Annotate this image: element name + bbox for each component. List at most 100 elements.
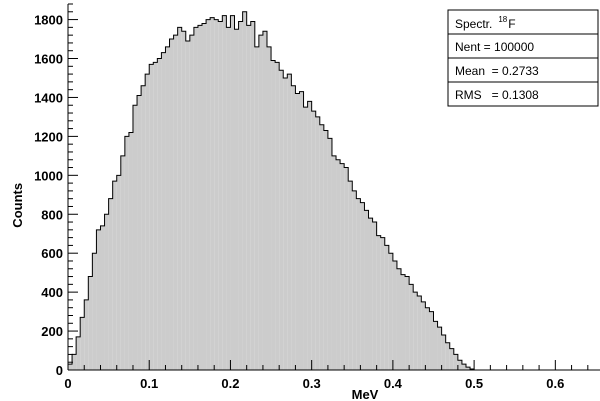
histogram-bin — [384, 245, 389, 370]
y-tick-label: 400 — [41, 285, 63, 300]
histogram-bin — [392, 260, 397, 370]
histogram-layer — [67, 11, 475, 371]
histogram-bin — [72, 354, 77, 370]
histogram-bin — [165, 46, 170, 371]
histogram-bin — [421, 301, 426, 370]
histogram-bin — [409, 284, 414, 370]
histogram-bin — [449, 348, 454, 370]
histogram-bin — [157, 58, 162, 370]
histogram-bin — [461, 364, 466, 370]
stats-mean: Mean = 0.2733 — [455, 64, 539, 78]
histogram-bin — [137, 95, 142, 370]
x-tick-label: 0 — [64, 376, 71, 391]
histogram-bin — [226, 27, 231, 371]
histogram-bin — [258, 35, 263, 371]
histogram-bin — [307, 101, 312, 370]
histogram-bin — [145, 74, 150, 370]
histogram-bin — [396, 268, 402, 370]
histogram-bin — [189, 35, 194, 371]
histogram-bin — [218, 21, 223, 371]
y-tick-label: 1800 — [34, 13, 63, 28]
histogram-bin — [340, 163, 345, 370]
histogram-bin — [319, 124, 324, 371]
histogram-bin — [108, 198, 113, 370]
histogram-outline — [67, 11, 475, 370]
histogram-bin — [368, 218, 373, 370]
histogram-bin — [283, 77, 288, 370]
x-axis-title: MeV — [352, 387, 379, 401]
histogram-bin — [88, 276, 93, 370]
y-axis-title: Counts — [10, 183, 25, 228]
histogram-bin — [336, 159, 341, 370]
y-tick-label: 1000 — [34, 168, 63, 183]
stats-box: Spectr. 18F Nent = 100000 Mean = 0.2733 R… — [447, 9, 599, 107]
histogram-bin — [453, 354, 458, 370]
histogram-bin — [352, 190, 357, 370]
histogram-bin — [197, 25, 203, 371]
histogram-bin — [68, 364, 73, 370]
y-tick-label: 0 — [56, 363, 63, 378]
y-tick-label: 200 — [41, 324, 63, 339]
histogram-bin — [96, 229, 101, 370]
histogram-bin — [437, 327, 442, 370]
histogram-bin — [254, 46, 259, 371]
histogram-bin — [348, 181, 353, 370]
y-tick-label: 1600 — [34, 52, 63, 67]
histogram-bin — [327, 138, 332, 370]
histogram-bin — [84, 299, 89, 370]
histogram-bin — [173, 35, 178, 371]
histogram-bin — [128, 132, 133, 370]
histogram-bin — [177, 27, 182, 371]
histogram-bin — [76, 336, 81, 370]
histogram-bin — [303, 107, 308, 371]
histogram-bin — [405, 276, 410, 370]
histogram-bin — [153, 62, 158, 370]
histogram-bin — [401, 274, 406, 370]
histogram-bin — [202, 23, 207, 371]
histogram-bin — [161, 52, 166, 370]
histogram-bin — [380, 237, 385, 370]
histogram-bin — [80, 317, 85, 370]
histogram-bin — [445, 342, 450, 370]
x-tick-label: 0.2 — [221, 376, 239, 391]
histogram-bin — [425, 307, 430, 370]
histogram-bin — [331, 155, 337, 370]
histogram-bin — [311, 111, 316, 371]
histogram-bin — [417, 296, 422, 370]
histogram-bin — [238, 21, 243, 371]
histogram-bin — [104, 214, 109, 370]
histogram-bin — [291, 85, 296, 370]
histogram-bin — [266, 46, 272, 371]
histogram-bin — [246, 25, 251, 371]
histogram-bin — [206, 19, 211, 371]
histogram-bin — [169, 39, 174, 371]
histogram-bin — [132, 105, 138, 370]
histogram-bin — [234, 29, 239, 371]
histogram-bin — [230, 15, 235, 371]
histogram-bin — [210, 17, 215, 371]
histogram-bin — [315, 116, 320, 371]
axis-layer: 0 200 400 600 800 1000 1200 1400 1600 1800 0 0.1 0.2… — [34, 3, 600, 391]
histogram-bin — [149, 64, 154, 370]
histogram-bin — [356, 198, 361, 370]
histogram-bin — [141, 85, 146, 370]
histogram-bin — [275, 62, 280, 370]
histogram-bin — [413, 292, 418, 370]
y-tick-label: 1200 — [34, 129, 63, 144]
y-tick-label: 600 — [41, 246, 63, 261]
histogram-bin — [100, 225, 105, 370]
histogram-bin — [214, 19, 219, 371]
stats-title-suffix: F — [508, 17, 515, 31]
stats-title-superscript: 18 — [498, 15, 507, 24]
histogram-bin — [222, 15, 227, 371]
histogram-bin — [295, 93, 300, 370]
x-tick-label: 0.1 — [140, 376, 158, 391]
histogram-bin — [323, 130, 328, 370]
histogram-bin — [429, 311, 434, 370]
histogram-bin — [388, 253, 393, 370]
histogram-bin — [185, 40, 190, 371]
histogram-bin — [124, 136, 129, 370]
x-tick-label: 0.4 — [384, 376, 403, 391]
